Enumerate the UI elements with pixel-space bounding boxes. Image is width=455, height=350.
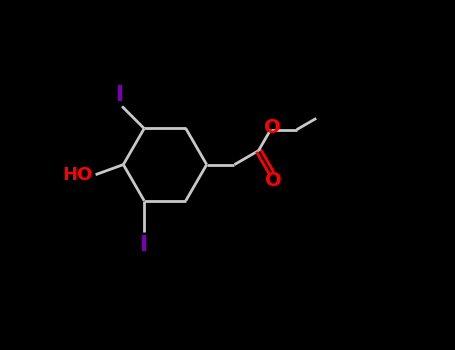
Text: I: I [116,85,124,105]
Text: O: O [265,171,282,190]
Text: HO: HO [62,166,92,184]
Text: O: O [264,118,281,138]
Text: I: I [140,236,148,256]
